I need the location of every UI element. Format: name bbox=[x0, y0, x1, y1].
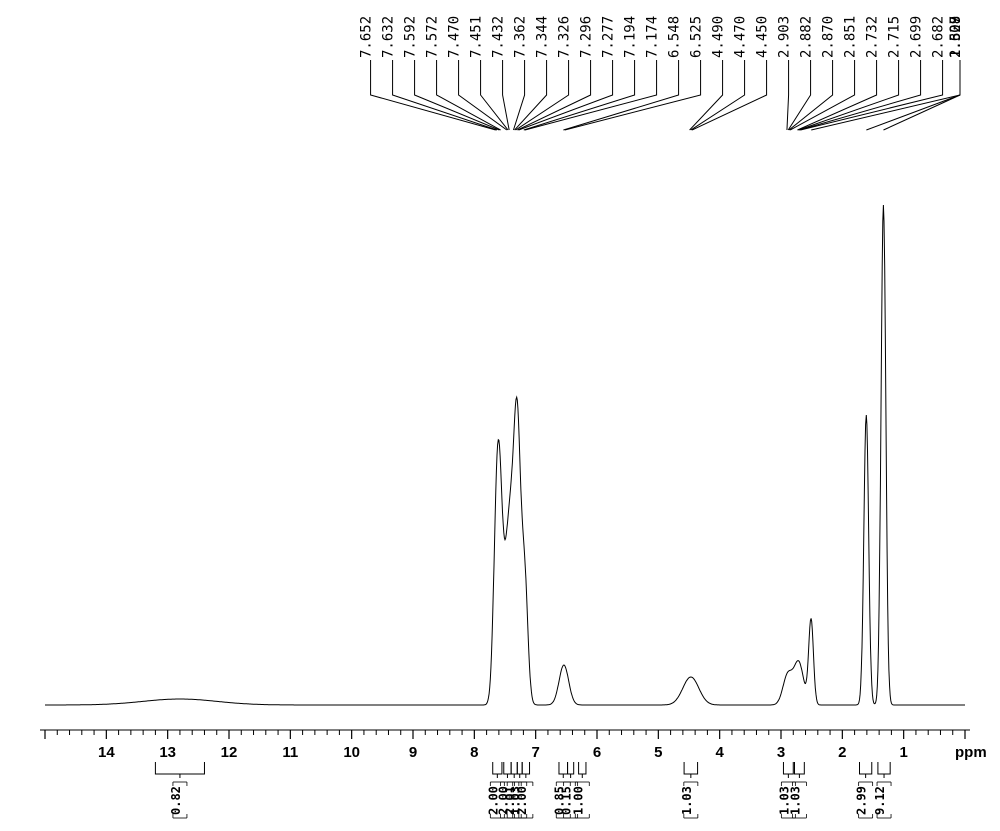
nmr-svg: 7.652 7.632 7.592 7.572 7.470 7.451 7.432 7.362… bbox=[0, 0, 1000, 831]
axis-tick-label: 3 bbox=[777, 744, 785, 761]
integral-bracket bbox=[493, 762, 502, 778]
integral-bracket bbox=[783, 762, 793, 778]
peak-label: 4.450 bbox=[755, 16, 771, 58]
axis-tick-label: 14 bbox=[98, 744, 115, 761]
peak-connector bbox=[518, 60, 591, 130]
peak-label: 7.632 bbox=[381, 16, 397, 58]
integral-bracket bbox=[860, 762, 872, 778]
peak-connector bbox=[503, 60, 510, 130]
peak-label: 2.851 bbox=[843, 16, 859, 58]
peak-connector bbox=[798, 60, 898, 130]
peak-label: 7.344 bbox=[535, 16, 551, 58]
peak-label: 4.490 bbox=[711, 16, 727, 58]
integral-bracket bbox=[579, 762, 586, 778]
peak-connector bbox=[515, 60, 547, 130]
integral-value: 1.00 bbox=[571, 786, 585, 815]
integral-bracket bbox=[517, 762, 522, 778]
axis-tick-label: 4 bbox=[715, 744, 724, 761]
axis-tick-label: 1 bbox=[899, 744, 907, 761]
axis-tick-label: 10 bbox=[343, 744, 360, 761]
integral-bracket bbox=[684, 762, 697, 778]
integral-bracket bbox=[504, 762, 511, 778]
axis-tick-label: 8 bbox=[470, 744, 478, 761]
peak-connector bbox=[565, 60, 701, 130]
peak-connector bbox=[692, 60, 767, 130]
peak-connector bbox=[811, 60, 960, 130]
axis-tick-label: 2 bbox=[838, 744, 846, 761]
peak-connector bbox=[563, 60, 678, 130]
peak-label: 6.548 bbox=[667, 16, 683, 58]
peak-label: 7.277 bbox=[601, 16, 617, 58]
axis-unit-label: ppm bbox=[955, 744, 987, 761]
peak-label: 7.194 bbox=[623, 16, 639, 58]
integral-value: 1.03 bbox=[788, 786, 802, 815]
axis-tick-label: 11 bbox=[282, 744, 298, 761]
integral-bracket bbox=[794, 762, 804, 778]
integral-bracket bbox=[155, 762, 204, 778]
peak-label: 7.652 bbox=[359, 16, 375, 58]
axis-tick-label: 9 bbox=[409, 744, 417, 761]
peak-connector bbox=[866, 60, 960, 130]
axis-tick-label: 6 bbox=[593, 744, 601, 761]
peak-label: 7.572 bbox=[425, 16, 441, 58]
axis-tick-label: 12 bbox=[221, 744, 238, 761]
peak-connector bbox=[513, 60, 524, 130]
peak-label: 6.525 bbox=[689, 16, 705, 58]
peak-label: 7.470 bbox=[447, 16, 463, 58]
integral-bracket bbox=[511, 762, 517, 778]
peak-label: 2.682 bbox=[931, 16, 947, 58]
peak-label: 2.732 bbox=[865, 16, 881, 58]
peak-label: 7.432 bbox=[491, 16, 507, 58]
integral-value: 2.00 bbox=[515, 786, 529, 815]
integral-bracket bbox=[559, 762, 568, 778]
peak-connector bbox=[437, 60, 501, 130]
peak-connector bbox=[788, 60, 810, 130]
peak-label: 4.470 bbox=[733, 16, 749, 58]
peak-label: 7.326 bbox=[557, 16, 573, 58]
peak-connector bbox=[787, 60, 789, 130]
peak-label: 7.451 bbox=[469, 16, 485, 58]
peak-label: 2.870 bbox=[821, 16, 837, 58]
peak-label: 2.699 bbox=[909, 16, 925, 58]
peak-label: 7.592 bbox=[403, 16, 419, 58]
peak-label: 7.296 bbox=[579, 16, 595, 58]
axis-tick-label: 13 bbox=[159, 744, 176, 761]
peak-connector bbox=[481, 60, 508, 130]
spectrum-trace bbox=[45, 205, 965, 705]
peak-label: 7.174 bbox=[645, 16, 661, 58]
integral-value: 1.03 bbox=[680, 786, 694, 815]
integral-bracket bbox=[878, 762, 890, 778]
peak-label: 7.362 bbox=[513, 16, 529, 58]
peak-label: 2.882 bbox=[799, 16, 815, 58]
integral-value: 0.82 bbox=[169, 786, 183, 815]
peak-connector bbox=[371, 60, 496, 130]
nmr-spectrum-container: 7.652 7.632 7.592 7.572 7.470 7.451 7.432 7.362… bbox=[0, 0, 1000, 831]
peak-connector bbox=[799, 60, 920, 130]
peak-label: 2.903 bbox=[777, 16, 793, 58]
integral-value: 9.12 bbox=[873, 786, 887, 815]
peak-label: 2.715 bbox=[887, 16, 903, 58]
axis-tick-label: 7 bbox=[531, 744, 539, 761]
axis-tick-label: 5 bbox=[654, 744, 662, 761]
integral-bracket bbox=[522, 762, 529, 778]
integral-value: 2.99 bbox=[855, 786, 869, 815]
peak-label: 1.329 bbox=[948, 16, 964, 58]
integral-bracket bbox=[568, 762, 574, 778]
